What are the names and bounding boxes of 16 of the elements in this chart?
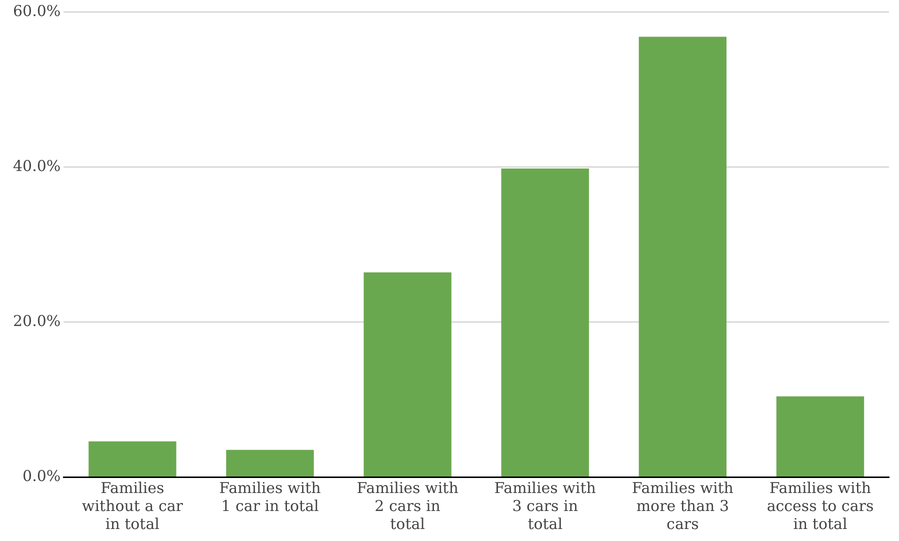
bar — [226, 450, 314, 476]
bar — [638, 36, 727, 476]
bar — [501, 168, 589, 476]
x-tick-label: Families with 2 cars in total — [356, 478, 459, 533]
x-tick-label: Families with 1 car in total — [219, 478, 322, 515]
bar — [776, 396, 864, 476]
y-tick-label: 60.0% — [12, 2, 61, 20]
bar — [364, 272, 452, 476]
x-tick-label: Families without a car in total — [82, 478, 184, 533]
y-tick-label: 40.0% — [12, 156, 61, 175]
y-tick-label: 0.0% — [22, 466, 61, 485]
bar — [88, 441, 176, 476]
y-tick-label: 20.0% — [12, 312, 61, 330]
x-tick-label: Families with 3 cars in total — [494, 478, 596, 533]
x-tick-label: Families with more than 3 cars — [632, 478, 734, 533]
x-tick-label: Families with access to cars in total — [766, 478, 874, 533]
